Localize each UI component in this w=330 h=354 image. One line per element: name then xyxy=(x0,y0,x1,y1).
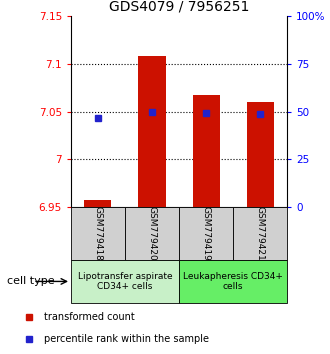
Bar xyxy=(84,200,112,207)
Bar xyxy=(192,95,219,207)
Bar xyxy=(71,260,179,303)
Text: GSM779418: GSM779418 xyxy=(93,206,103,261)
Text: transformed count: transformed count xyxy=(44,312,135,322)
Bar xyxy=(179,260,287,303)
Bar xyxy=(233,207,287,260)
Text: cell type: cell type xyxy=(7,276,54,286)
Text: GSM779419: GSM779419 xyxy=(202,206,211,261)
Text: percentile rank within the sample: percentile rank within the sample xyxy=(44,335,209,344)
Bar xyxy=(139,56,166,207)
Text: Lipotransfer aspirate
CD34+ cells: Lipotransfer aspirate CD34+ cells xyxy=(78,272,172,291)
Text: Leukapheresis CD34+
cells: Leukapheresis CD34+ cells xyxy=(183,272,283,291)
Text: GSM779421: GSM779421 xyxy=(255,206,265,261)
Bar xyxy=(71,207,125,260)
Bar xyxy=(247,102,274,207)
Title: GDS4079 / 7956251: GDS4079 / 7956251 xyxy=(109,0,249,13)
Text: GSM779420: GSM779420 xyxy=(148,206,156,261)
Bar xyxy=(179,207,233,260)
Bar xyxy=(125,207,179,260)
